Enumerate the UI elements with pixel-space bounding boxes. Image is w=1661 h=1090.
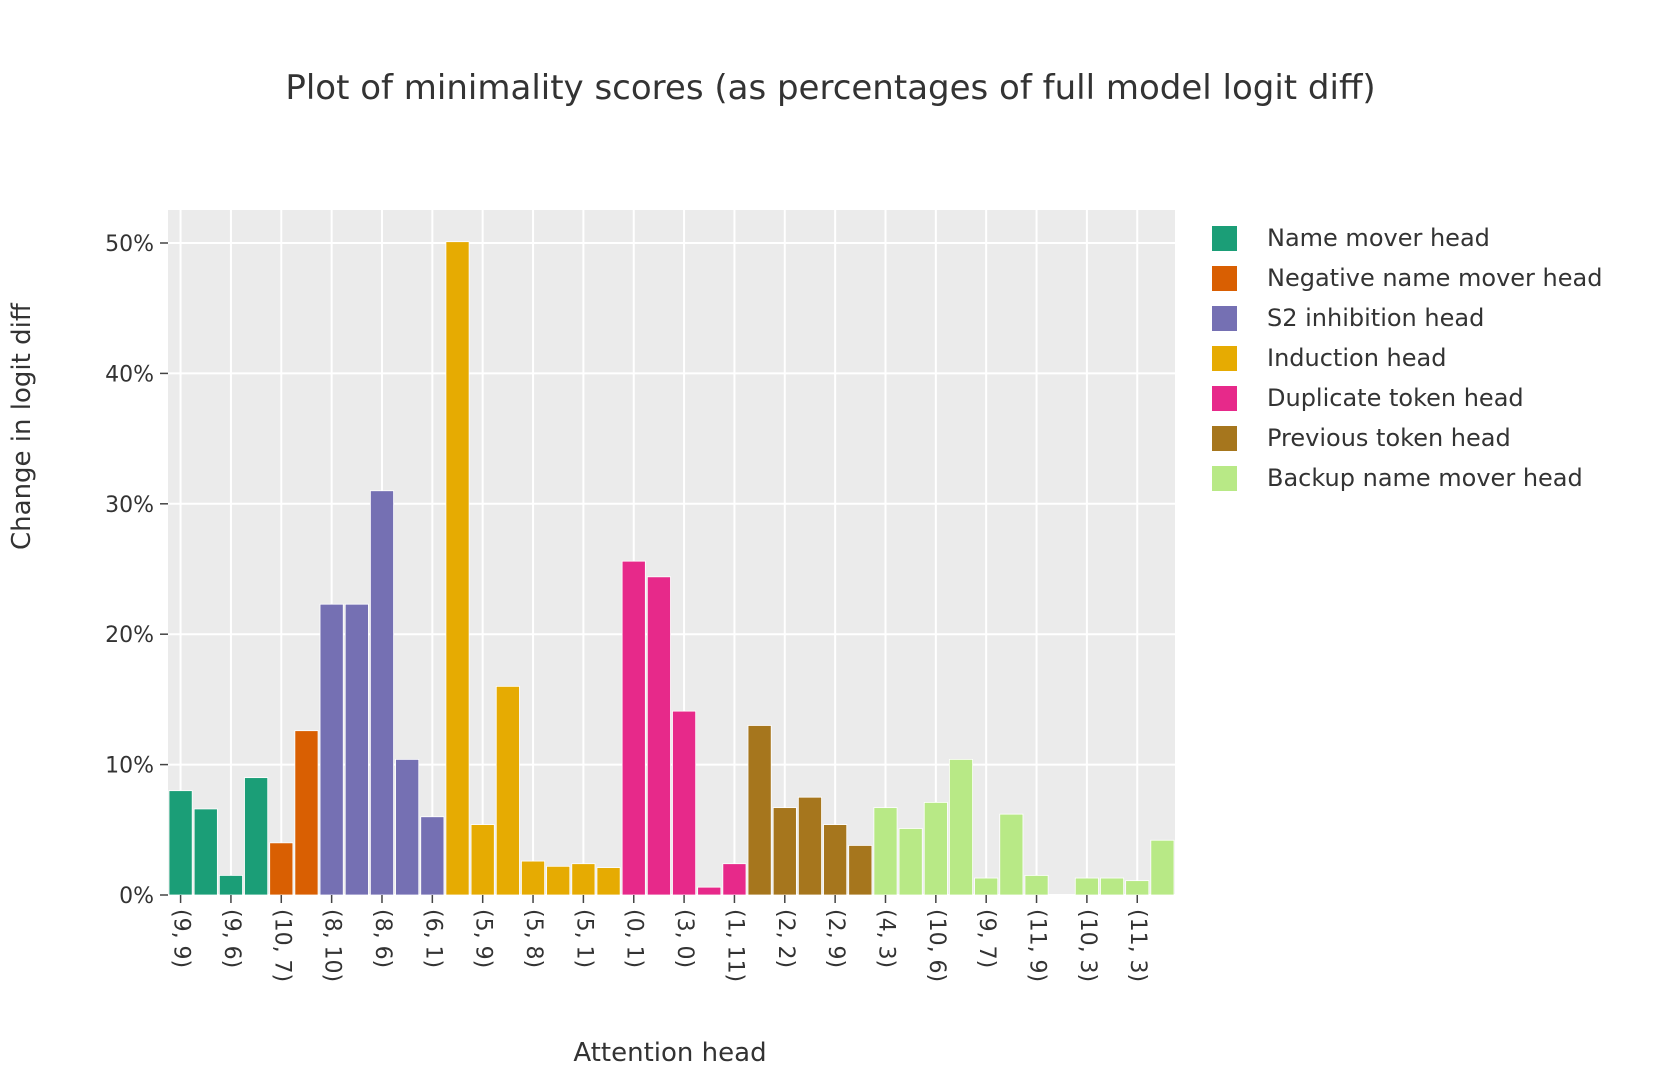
x-tick-label: (10, 7) [269, 909, 294, 982]
x-tick-label: (6, 1) [420, 909, 445, 968]
legend-swatch [1212, 385, 1237, 411]
bar-backup-name-mover-head[interactable] [898, 828, 923, 896]
bar-backup-name-mover-head[interactable] [1074, 877, 1099, 896]
bar-induction-head[interactable] [495, 685, 520, 896]
bar-backup-name-mover-head[interactable] [1150, 839, 1175, 896]
x-tick-label: (9, 7) [974, 909, 999, 968]
bar-backup-name-mover-head[interactable] [1100, 877, 1125, 896]
x-tick-label: (5, 8) [521, 909, 546, 968]
x-tick-label: (9, 9) [169, 909, 194, 968]
bar-s2-inhibition-head[interactable] [344, 603, 369, 896]
bar-induction-head[interactable] [445, 241, 470, 896]
legend-item[interactable]: S2 inhibition head [1212, 298, 1602, 338]
bar-s2-inhibition-head[interactable] [395, 758, 420, 896]
legend-label: S2 inhibition head [1267, 304, 1485, 332]
plot-area [168, 210, 1175, 895]
legend-swatch [1212, 305, 1237, 331]
x-tick-label: (11, 9) [1025, 909, 1050, 982]
y-tick-label: 30% [105, 493, 154, 518]
bar-backup-name-mover-head[interactable] [1024, 875, 1049, 896]
bar-previous-token-head[interactable] [823, 824, 848, 896]
bar-s2-inhibition-head[interactable] [319, 603, 344, 896]
x-tick-label: (3, 0) [672, 909, 697, 968]
bar-duplicate-token-head[interactable] [646, 576, 671, 896]
x-axis-label: Attention head [573, 1038, 767, 1068]
chart-title: Plot of minimality scores (as percentage… [285, 68, 1376, 108]
y-tick-label: 50% [105, 232, 154, 257]
bar-backup-name-mover-head[interactable] [999, 813, 1024, 896]
legend-item[interactable]: Negative name mover head [1212, 258, 1602, 298]
legend-item[interactable]: Induction head [1212, 338, 1602, 378]
legend-label: Name mover head [1267, 224, 1490, 252]
legend-item[interactable]: Backup name mover head [1212, 458, 1602, 498]
x-tick-label: (10, 3) [1075, 909, 1100, 982]
bar-duplicate-token-head[interactable] [722, 863, 747, 896]
bar-induction-head[interactable] [546, 865, 571, 896]
bar-name-mover-head[interactable] [218, 875, 243, 896]
y-tick-label: 0% [119, 884, 154, 909]
x-tick-label: (4, 3) [873, 909, 898, 968]
bar-previous-token-head[interactable] [747, 725, 772, 896]
bar-backup-name-mover-head[interactable] [923, 802, 948, 896]
bar-s2-inhibition-head[interactable] [420, 816, 445, 896]
bar-induction-head[interactable] [571, 863, 596, 896]
legend: Name mover head Negative name mover head S… [1212, 218, 1602, 498]
bar-name-mover-head[interactable] [244, 777, 269, 896]
y-tick-label: 20% [105, 623, 154, 648]
x-tick-label: (5, 1) [571, 909, 596, 968]
legend-swatch [1212, 225, 1237, 251]
legend-swatch [1212, 345, 1237, 371]
bar-duplicate-token-head[interactable] [697, 886, 722, 896]
x-tick-label: (10, 6) [924, 909, 949, 982]
bar-negative-name-mover-head[interactable] [294, 730, 319, 896]
legend-swatch [1212, 425, 1237, 451]
y-tick-label: 10% [105, 754, 154, 779]
bar-duplicate-token-head[interactable] [672, 710, 697, 896]
bar-backup-name-mover-head[interactable] [974, 877, 999, 896]
bar-duplicate-token-head[interactable] [621, 560, 646, 896]
x-tick-label: (5, 9) [471, 909, 496, 968]
legend-swatch [1212, 265, 1237, 291]
x-tick-label: (11, 3) [1125, 909, 1150, 982]
bar-name-mover-head[interactable] [193, 808, 218, 896]
legend-label: Negative name mover head [1267, 264, 1603, 292]
bar-induction-head[interactable] [470, 824, 495, 896]
legend-label: Duplicate token head [1267, 384, 1524, 412]
x-tick-label: (8, 6) [370, 909, 395, 968]
x-tick-label: (0, 1) [622, 909, 647, 968]
bar-negative-name-mover-head[interactable] [269, 842, 294, 896]
bar-name-mover-head[interactable] [168, 790, 193, 896]
y-tick-label: 40% [105, 362, 154, 387]
x-tick-label: (8, 10) [320, 909, 345, 982]
y-ticks: 0% 10% 20% 30% 40% 50% [105, 232, 168, 909]
legend-swatch [1212, 465, 1237, 491]
legend-item[interactable]: Duplicate token head [1212, 378, 1602, 418]
x-tick-label: (9, 6) [219, 909, 244, 968]
bar-backup-name-mover-head[interactable] [949, 758, 973, 896]
x-tick-label: (2, 2) [773, 909, 798, 968]
legend-item[interactable]: Name mover head [1212, 218, 1602, 258]
bar-backup-name-mover-head[interactable] [873, 807, 898, 896]
legend-label: Previous token head [1267, 424, 1511, 452]
bar-induction-head[interactable] [596, 867, 621, 896]
x-tick-label: (2, 9) [823, 909, 848, 968]
x-tick-label: (1, 11) [722, 909, 747, 982]
x-ticks: (9, 9) (9, 6) (10, 7) (8, 10) (8, 6) (6, 1) (5… [169, 895, 1150, 982]
bar-previous-token-head[interactable] [797, 796, 822, 896]
legend-item[interactable]: Previous token head [1212, 418, 1602, 458]
y-axis-label: Change in logit diff [7, 303, 37, 550]
legend-label: Induction head [1267, 344, 1447, 372]
bar-induction-head[interactable] [521, 860, 546, 896]
bar-previous-token-head[interactable] [772, 807, 797, 896]
bar-previous-token-head[interactable] [848, 845, 873, 896]
legend-label: Backup name mover head [1267, 464, 1583, 492]
bar-backup-name-mover-head[interactable] [1125, 880, 1150, 896]
bars [168, 241, 1175, 896]
bar-s2-inhibition-head[interactable] [369, 490, 394, 896]
